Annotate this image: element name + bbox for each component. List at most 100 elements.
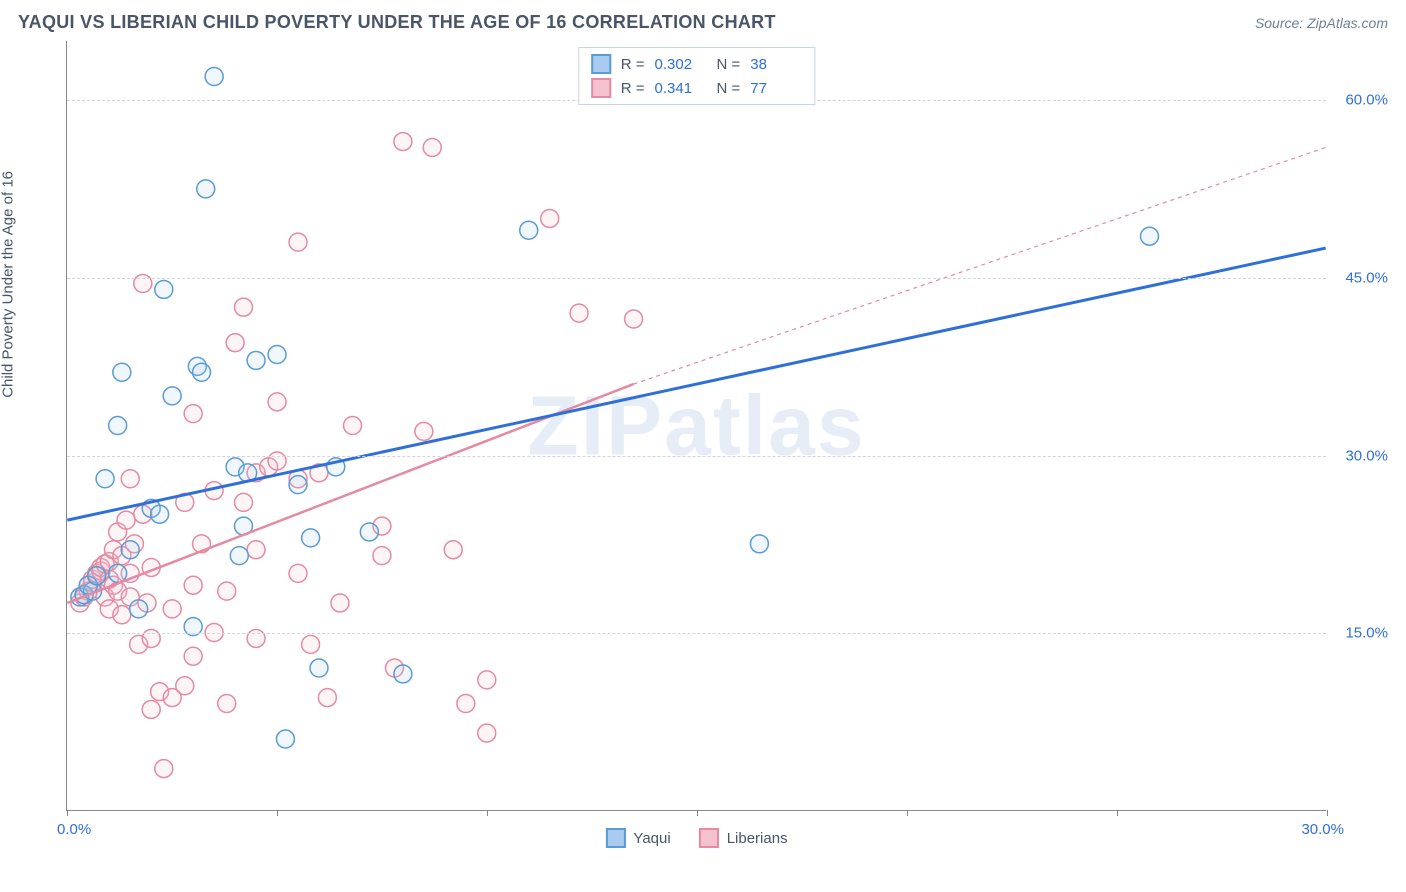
data-point — [197, 180, 215, 198]
data-point — [184, 576, 202, 594]
legend-item-liberians: Liberians — [699, 828, 788, 848]
data-point — [331, 594, 349, 612]
n-value-yaqui: 38 — [750, 56, 802, 73]
data-point — [289, 564, 307, 582]
xtick — [907, 810, 908, 816]
data-point — [163, 387, 181, 405]
data-point — [247, 351, 265, 369]
gridline — [67, 633, 1326, 634]
data-point — [750, 535, 768, 553]
data-point — [478, 671, 496, 689]
data-point — [310, 659, 328, 677]
data-point — [163, 600, 181, 618]
data-point — [113, 363, 131, 381]
data-point — [318, 689, 336, 707]
n-label: N = — [717, 56, 741, 73]
legend-label-yaqui: Yaqui — [633, 830, 670, 847]
data-point — [184, 647, 202, 665]
data-point — [289, 476, 307, 494]
chart-area: Child Poverty Under the Age of 16 ZIPatl… — [18, 41, 1388, 851]
source-name: ZipAtlas.com — [1307, 15, 1388, 31]
data-point — [155, 280, 173, 298]
data-point — [88, 567, 106, 585]
data-point — [344, 417, 362, 435]
swatch-yaqui — [605, 828, 625, 848]
chart-header: YAQUI VS LIBERIAN CHILD POVERTY UNDER TH… — [0, 0, 1406, 41]
legend-item-yaqui: Yaqui — [605, 828, 670, 848]
data-point — [193, 363, 211, 381]
data-point — [218, 695, 236, 713]
data-point — [142, 700, 160, 718]
legend-row-liberians: R = 0.341 N = 77 — [591, 76, 803, 100]
data-point — [478, 724, 496, 742]
swatch-liberians — [591, 78, 611, 98]
data-point — [625, 310, 643, 328]
data-point — [247, 629, 265, 647]
data-point — [218, 582, 236, 600]
data-point — [130, 600, 148, 618]
data-point — [394, 133, 412, 151]
data-point — [444, 541, 462, 559]
r-label: R = — [621, 80, 645, 97]
data-point — [570, 304, 588, 322]
data-point — [113, 606, 131, 624]
data-point — [302, 635, 320, 653]
series-legend: Yaqui Liberians — [605, 828, 787, 848]
data-point — [289, 233, 307, 251]
xtick — [277, 810, 278, 816]
data-point — [226, 334, 244, 352]
r-label: R = — [621, 56, 645, 73]
xtick — [1117, 810, 1118, 816]
n-label: N = — [717, 80, 741, 97]
data-point — [142, 629, 160, 647]
data-point — [302, 529, 320, 547]
xtick-label-max: 30.0% — [1301, 821, 1344, 838]
ytick-label: 15.0% — [1332, 625, 1388, 642]
data-point — [268, 393, 286, 411]
data-point — [457, 695, 475, 713]
xtick — [487, 810, 488, 816]
legend-label-liberians: Liberians — [727, 830, 788, 847]
y-axis-label: Child Poverty Under the Age of 16 — [0, 171, 17, 398]
xtick — [697, 810, 698, 816]
regression-line — [634, 147, 1326, 384]
correlation-legend: R = 0.302 N = 38 R = 0.341 N = 77 — [578, 47, 816, 105]
data-point — [235, 298, 253, 316]
source-prefix: Source: — [1255, 15, 1307, 31]
ytick-label: 30.0% — [1332, 447, 1388, 464]
gridline — [67, 456, 1326, 457]
data-point — [96, 470, 114, 488]
regression-line — [67, 248, 1325, 520]
chart-title: YAQUI VS LIBERIAN CHILD POVERTY UNDER TH… — [18, 12, 776, 33]
data-point — [117, 511, 135, 529]
data-point — [151, 505, 169, 523]
data-point — [247, 541, 265, 559]
data-point — [155, 760, 173, 778]
data-point — [109, 564, 127, 582]
data-point — [121, 470, 139, 488]
scatter-svg — [67, 41, 1326, 810]
gridline — [67, 278, 1326, 279]
data-point — [268, 346, 286, 364]
data-point — [541, 209, 559, 227]
r-value-yaqui: 0.302 — [655, 56, 707, 73]
data-point — [360, 523, 378, 541]
ytick-label: 45.0% — [1332, 269, 1388, 286]
legend-row-yaqui: R = 0.302 N = 38 — [591, 52, 803, 76]
data-point — [205, 68, 223, 86]
data-point — [176, 677, 194, 695]
source-attribution: Source: ZipAtlas.com — [1255, 15, 1388, 31]
plot-container: ZIPatlas R = 0.302 N = 38 R = 0.341 N = … — [66, 41, 1326, 811]
data-point — [235, 493, 253, 511]
data-point — [184, 405, 202, 423]
xtick — [67, 810, 68, 816]
data-point — [373, 547, 391, 565]
data-point — [276, 730, 294, 748]
data-point — [415, 422, 433, 440]
swatch-liberians — [699, 828, 719, 848]
swatch-yaqui — [591, 54, 611, 74]
data-point — [230, 547, 248, 565]
data-point — [109, 417, 127, 435]
data-point — [121, 541, 139, 559]
data-point — [1141, 227, 1159, 245]
